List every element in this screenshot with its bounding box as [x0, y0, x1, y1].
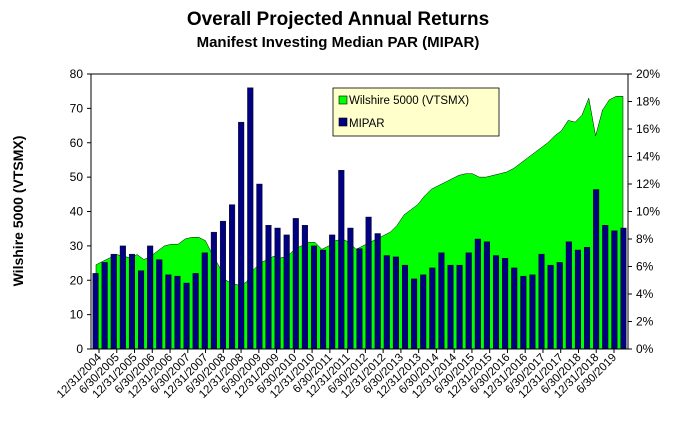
chart-title: Overall Projected Annual Returns	[186, 9, 490, 30]
y-right-tick-label: 4%	[636, 287, 654, 301]
bar-mipar	[92, 273, 99, 350]
bar-mipar	[256, 183, 263, 350]
y-left-tick-label: 20	[70, 273, 84, 287]
y-left-tick-label: 50	[70, 170, 84, 184]
y-right-tick-label: 20%	[636, 67, 660, 81]
bar-mipar	[565, 241, 572, 350]
bar-mipar	[529, 274, 536, 350]
bar-mipar	[229, 204, 236, 350]
bar-mipar	[502, 258, 509, 350]
bar-mipar	[611, 230, 618, 350]
bar-layer	[92, 87, 627, 350]
bar-mipar	[210, 231, 217, 350]
y-right-tick-label: 16%	[636, 122, 660, 136]
bar-mipar	[201, 252, 208, 350]
series-area-wilshire	[95, 96, 624, 350]
y-left-tick-label: 60	[70, 136, 84, 150]
bar-mipar	[101, 262, 108, 350]
legend-swatch-wilshire	[338, 95, 348, 105]
bar-mipar	[165, 274, 172, 350]
y-right-tick-label: 0%	[636, 342, 654, 356]
bar-mipar	[301, 225, 308, 350]
bar-mipar	[283, 234, 290, 350]
y-left-tick-label: 40	[70, 205, 84, 219]
bar-mipar	[383, 255, 390, 350]
bar-mipar	[338, 170, 345, 350]
y-left-tick-label: 70	[70, 101, 84, 115]
y-right-tick-label: 18%	[636, 95, 660, 109]
bar-mipar	[511, 267, 518, 350]
y-right-tick-label: 12%	[636, 177, 660, 191]
bar-mipar	[156, 259, 163, 350]
bar-mipar	[574, 249, 581, 350]
y-left-tick-label: 80	[70, 67, 84, 81]
bar-mipar	[447, 264, 454, 350]
y-right-tick-label: 2%	[636, 315, 654, 329]
bar-mipar	[584, 247, 591, 350]
bar-mipar	[310, 245, 318, 350]
bar-mipar	[538, 253, 545, 350]
y-right-tick-label: 10%	[636, 205, 660, 219]
legend-swatch-mipar	[338, 117, 348, 127]
y-right-tick-label: 8%	[636, 232, 654, 246]
bar-mipar	[520, 275, 527, 350]
bar-mipar	[247, 87, 254, 350]
bar-mipar	[356, 248, 363, 350]
bar-mipar	[292, 218, 299, 350]
y-left-tick-label: 30	[70, 239, 84, 253]
bar-mipar	[392, 256, 399, 350]
chart-subtitle: Manifest Investing Median PAR (MIPAR)	[196, 34, 480, 51]
axis-layer: 0 10 20 30 40 50 60 70 80 0% 2% 4% 6% 8% 10% 12% 14% 16% 1…	[55, 67, 660, 401]
bar-mipar	[465, 252, 472, 350]
bar-mipar	[329, 234, 336, 350]
y-right-tick-label: 14%	[636, 150, 660, 164]
y-right-tick-label: 6%	[636, 260, 654, 274]
bar-mipar	[456, 264, 463, 350]
bar-mipar	[219, 220, 226, 350]
bar-mipar	[438, 252, 445, 350]
bar-mipar	[320, 249, 327, 350]
bar-mipar	[265, 225, 272, 350]
bar-mipar	[110, 253, 117, 350]
bar-mipar	[274, 227, 281, 350]
bar-mipar	[547, 264, 554, 350]
legend-label-wilshire: Wilshire 5000 (VTSMX)	[349, 95, 469, 107]
bar-mipar	[493, 255, 500, 350]
bar-mipar	[429, 267, 436, 350]
bar-mipar	[401, 264, 409, 350]
bar-mipar	[192, 273, 199, 350]
legend: Wilshire 5000 (VTSMX) MIPAR	[332, 87, 500, 137]
bar-mipar	[374, 233, 381, 350]
bar-mipar	[620, 227, 627, 350]
bar-mipar	[602, 225, 609, 350]
bar-mipar	[347, 227, 354, 350]
bar-mipar	[483, 241, 490, 350]
bar-mipar	[138, 270, 145, 350]
y-left-tick-label: 10	[70, 308, 84, 322]
bar-mipar	[128, 253, 135, 350]
bar-mipar	[556, 262, 563, 350]
bar-mipar	[238, 121, 245, 350]
legend-box	[332, 87, 500, 137]
bar-mipar	[119, 245, 126, 350]
bar-mipar	[411, 278, 418, 350]
y-left-tick-label: 0	[76, 342, 83, 356]
legend-label-mipar: MIPAR	[349, 118, 385, 130]
bar-mipar	[147, 245, 154, 350]
bar-mipar	[420, 274, 427, 350]
bar-mipar	[593, 189, 600, 350]
bar-mipar	[183, 282, 190, 350]
bar-mipar	[365, 216, 372, 350]
area-layer	[95, 96, 624, 350]
bar-mipar	[174, 275, 181, 350]
bar-mipar	[474, 238, 481, 350]
